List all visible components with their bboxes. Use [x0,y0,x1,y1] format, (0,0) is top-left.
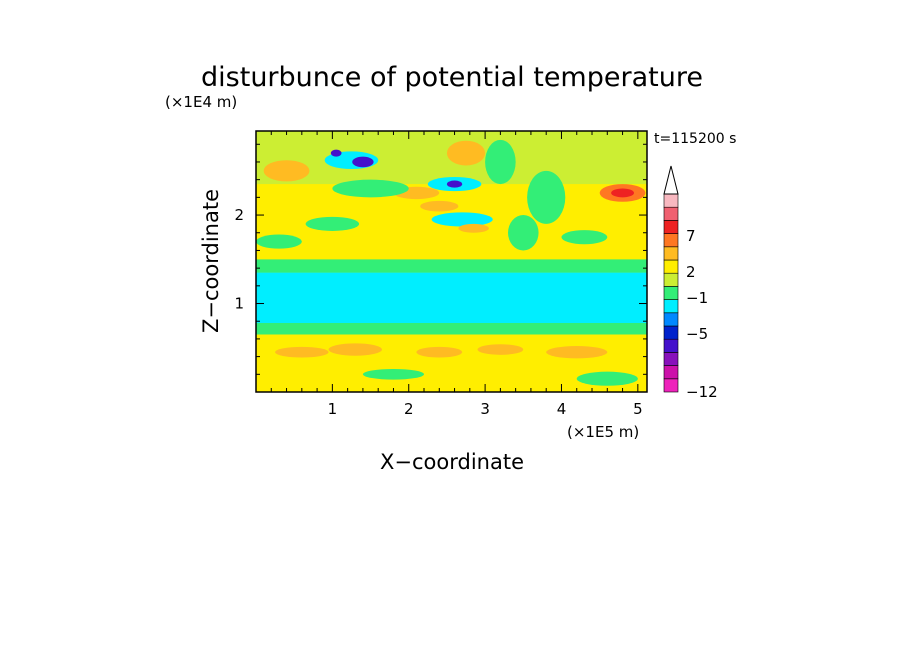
colorbar-swatch [663,299,679,314]
colorbar-tick-label: 7 [686,227,696,245]
field-feature-16 [275,346,329,358]
field-feature-14 [485,139,516,185]
x-tick-label: 4 [557,400,567,418]
colorbar-swatch [663,193,679,208]
field-band-3 [256,272,647,323]
y-axis-title: Z−coordinate [199,189,223,333]
colorbar-swatch [663,206,679,221]
field-feature-19 [477,344,524,355]
time-label: t=115200 s [654,131,736,147]
colorbar-tick-label: −12 [686,383,718,401]
field-feature-4 [446,180,463,188]
colorbar-swatch [663,272,679,287]
colorbar-swatch [663,220,679,234]
colorbar-tick-label: −1 [686,289,708,307]
field-feature-24 [305,216,360,231]
field-feature-13 [332,179,409,198]
field-feature-18 [416,346,463,358]
field-feature-11 [611,188,635,198]
y-tick-label: 1 [234,295,244,313]
colorbar-swatch [663,365,679,380]
chart-title: disturbunce of potential temperature [201,62,703,93]
field-feature-6 [458,223,489,233]
field-feature-9 [420,200,459,212]
field-feature-21 [362,368,425,380]
field-feature-22 [576,371,638,386]
x-tick-label: 5 [633,400,643,418]
field-feature-2 [330,149,342,157]
field-band-4 [256,259,647,273]
y-axis: 12 [234,143,647,375]
contour-field [256,131,647,392]
field-feature-12 [263,160,310,182]
field-feature-20 [546,345,608,359]
colorbar-swatch [663,259,679,274]
colorbar-swatch [663,312,679,327]
field-band-0 [256,369,647,392]
field-band-2 [256,322,647,335]
field-feature-23 [256,234,302,249]
colorbar-swatch [663,378,679,393]
field-feature-15 [527,170,566,224]
colorbar-tick-label: −5 [686,325,708,343]
colorbar-swatch [663,325,679,340]
field-feature-5 [431,212,493,227]
colorbar: 7 2 −1 −5 −12 [663,165,718,401]
field-feature-17 [328,343,383,356]
field-feature-25 [508,215,539,251]
colorbar-swatch [663,338,679,353]
colorbar-extend-arrow [663,165,679,195]
colorbar-swatch [663,246,679,261]
y-tick-label: 2 [234,206,244,224]
x-tick-label: 3 [480,400,490,418]
colorbar-tick-label: 2 [686,263,696,281]
x-tick-label: 1 [328,400,338,418]
x-tick-label: 2 [404,400,414,418]
x-axis-title: X−coordinate [380,450,524,474]
colorbar-swatch [663,352,679,366]
colorbar-swatch [663,233,679,248]
plot-frame [255,130,648,393]
field-feature-7 [446,140,486,166]
field-feature-26 [561,230,608,245]
x-unit-label: (×1E5 m) [567,423,639,441]
x-axis: 1 2 3 4 5 [270,131,643,418]
y-unit-label: (×1E4 m) [165,93,237,111]
colorbar-swatch [663,286,679,300]
field-feature-1 [352,156,374,168]
